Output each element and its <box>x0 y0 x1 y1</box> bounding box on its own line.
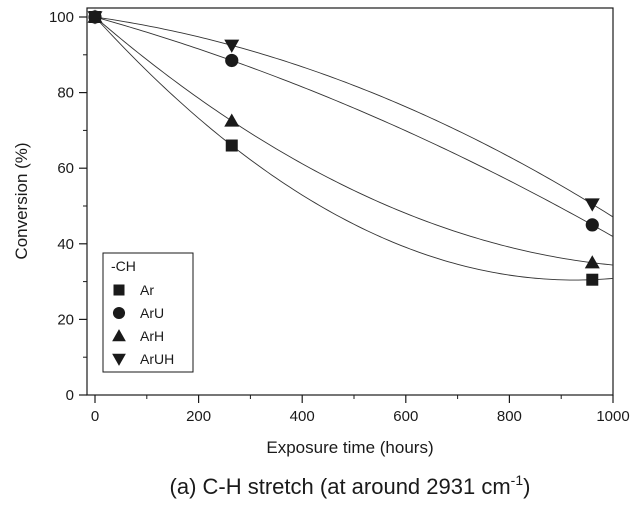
data-point-ar <box>225 139 238 152</box>
y-tick-label: 100 <box>49 9 74 26</box>
legend: -CH Ar ArU ArH ArUH <box>102 252 194 373</box>
x-tick-label: 800 <box>497 408 522 425</box>
fit-curve-ar <box>94 16 614 281</box>
legend-marker-aru <box>112 306 126 320</box>
data-point-arh <box>584 255 600 269</box>
caption-superscript: -1 <box>511 472 524 488</box>
y-axis-ticks: 0 20 40 60 80 100 <box>49 9 87 404</box>
fit-curve-arh <box>94 16 614 266</box>
y-tick-label: 20 <box>57 311 74 328</box>
legend-label-aru: ArU <box>140 305 164 321</box>
x-tick-label: 600 <box>393 408 418 425</box>
data-point-aru <box>225 53 239 68</box>
y-axis-label: Conversion (%) <box>12 142 31 259</box>
legend-label-ar: Ar <box>140 282 154 298</box>
fit-curve-aru <box>94 16 614 237</box>
legend-title: -CH <box>111 258 136 274</box>
data-points <box>87 9 600 286</box>
caption-closing: ) <box>523 474 530 499</box>
x-tick-label: 400 <box>290 408 315 425</box>
data-point-aruh <box>584 198 600 212</box>
x-tick-label: 200 <box>186 408 211 425</box>
y-tick-label: 60 <box>57 160 74 177</box>
data-point-aruh <box>87 11 103 25</box>
x-axis-ticks: 0 200 400 600 800 1000 <box>91 395 630 425</box>
plot-frame <box>86 7 614 396</box>
legend-label-aruh: ArUH <box>140 351 174 367</box>
data-point-aru <box>585 218 599 232</box>
y-tick-label: 40 <box>57 236 74 253</box>
data-point-arh <box>224 113 240 127</box>
x-axis-label: Exposure time (hours) <box>266 438 433 457</box>
x-tick-label: 0 <box>91 408 99 425</box>
fit-curves <box>94 16 614 281</box>
fit-curve-aruh <box>94 16 614 218</box>
data-point-ar <box>586 273 599 286</box>
legend-marker-aruh <box>112 353 126 366</box>
data-point-aruh <box>224 39 240 53</box>
legend-marker-arh <box>112 329 126 342</box>
figure-caption: (a) C-H stretch (at around 2931 cm-1) <box>170 472 531 499</box>
x-tick-label: 1000 <box>596 408 629 425</box>
legend-label-arh: ArH <box>140 328 164 344</box>
y-tick-label: 80 <box>57 85 74 102</box>
y-tick-label: 0 <box>66 387 74 404</box>
legend-marker-ar <box>113 284 125 296</box>
caption-main: (a) C-H stretch (at around 2931 cm <box>170 474 511 499</box>
